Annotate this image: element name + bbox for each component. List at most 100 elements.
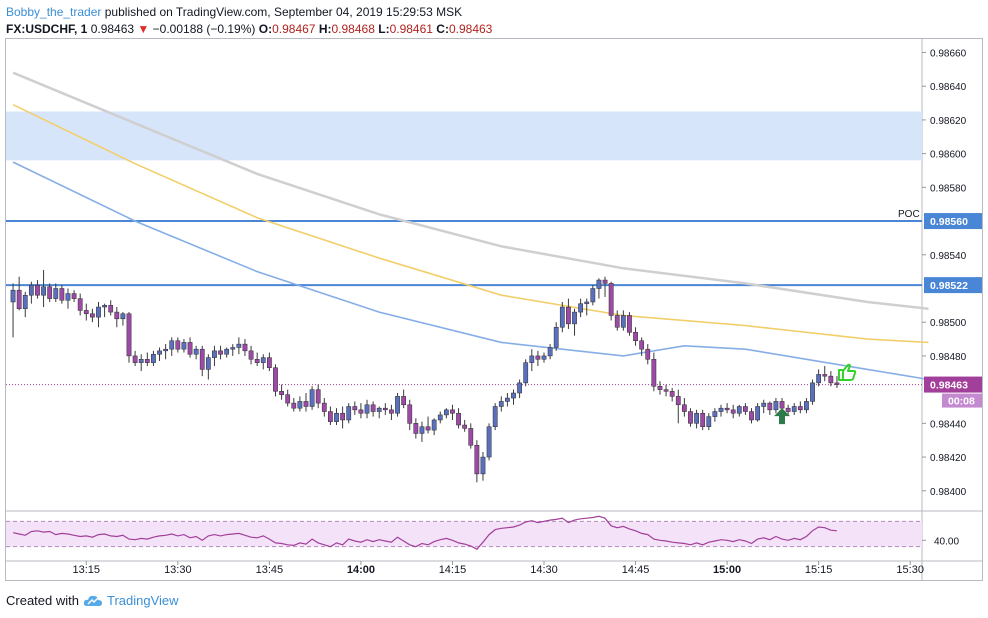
moving-average-slow[interactable]	[12, 71, 929, 310]
candle[interactable]	[53, 283, 59, 302]
candle[interactable]	[822, 366, 828, 382]
candle[interactable]	[10, 283, 16, 338]
candle[interactable]	[474, 440, 480, 483]
candle[interactable]	[700, 409, 706, 431]
candle[interactable]	[675, 389, 681, 424]
up-arrow-icon[interactable]	[774, 408, 791, 425]
candle[interactable]	[706, 413, 712, 431]
candle[interactable]	[328, 406, 333, 426]
candle[interactable]	[120, 312, 126, 326]
candle[interactable]	[596, 278, 602, 299]
candle[interactable]	[370, 401, 376, 417]
candle[interactable]	[108, 300, 114, 316]
candle[interactable]	[96, 301, 101, 328]
candle[interactable]	[41, 269, 46, 308]
candle[interactable]	[340, 406, 345, 429]
candle[interactable]	[785, 404, 791, 415]
candle[interactable]	[657, 381, 663, 395]
candle[interactable]	[651, 352, 657, 392]
candle[interactable]	[736, 404, 742, 417]
candle[interactable]	[566, 298, 571, 329]
candle[interactable]	[157, 347, 162, 361]
candle[interactable]	[297, 396, 303, 412]
candle[interactable]	[810, 379, 815, 405]
candle[interactable]	[382, 403, 388, 415]
candle[interactable]	[486, 423, 492, 461]
rsi-line[interactable]	[12, 515, 837, 550]
candle[interactable]	[163, 344, 169, 360]
candle[interactable]	[132, 350, 138, 367]
candle[interactable]	[584, 298, 590, 316]
candle[interactable]	[144, 352, 150, 367]
candle[interactable]	[828, 371, 834, 387]
candle[interactable]	[138, 354, 144, 372]
candle[interactable]	[358, 403, 364, 419]
candle[interactable]	[663, 384, 669, 397]
candle[interactable]	[614, 310, 620, 331]
candle[interactable]	[669, 387, 675, 402]
candle[interactable]	[254, 352, 260, 367]
author-link[interactable]: Bobby_the_trader	[6, 5, 102, 19]
candle[interactable]	[291, 398, 297, 412]
candle[interactable]	[212, 345, 217, 367]
candle[interactable]	[102, 303, 107, 318]
candle[interactable]	[218, 345, 223, 360]
candle[interactable]	[242, 339, 248, 356]
candle[interactable]	[389, 404, 394, 420]
candle[interactable]	[492, 403, 498, 431]
candle[interactable]	[468, 423, 474, 449]
candle[interactable]	[346, 403, 352, 424]
candle[interactable]	[511, 389, 516, 405]
candle[interactable]	[35, 280, 40, 299]
candle[interactable]	[804, 398, 809, 414]
candle[interactable]	[114, 307, 120, 328]
candle[interactable]	[248, 345, 254, 365]
candle[interactable]	[236, 337, 242, 355]
candle[interactable]	[279, 384, 284, 400]
candle[interactable]	[431, 418, 437, 436]
candle[interactable]	[395, 393, 400, 417]
candle[interactable]	[16, 276, 22, 311]
candle[interactable]	[285, 389, 291, 407]
candle[interactable]	[334, 408, 339, 426]
candle[interactable]	[462, 419, 468, 432]
candle[interactable]	[181, 339, 187, 353]
candle[interactable]	[83, 303, 89, 321]
candle[interactable]	[224, 347, 230, 358]
candle[interactable]	[59, 285, 65, 304]
candle[interactable]	[553, 322, 559, 351]
candle[interactable]	[315, 384, 321, 409]
candle[interactable]	[547, 344, 553, 360]
candle[interactable]	[590, 285, 596, 306]
candle[interactable]	[755, 403, 760, 422]
candle[interactable]	[480, 452, 486, 481]
candle[interactable]	[834, 376, 840, 388]
candle[interactable]	[90, 308, 95, 323]
candle[interactable]	[266, 352, 272, 372]
candle[interactable]	[730, 404, 736, 419]
candle[interactable]	[694, 409, 699, 429]
candle[interactable]	[47, 283, 53, 302]
candle[interactable]	[273, 364, 278, 397]
candle[interactable]	[309, 386, 315, 410]
candle[interactable]	[541, 352, 547, 363]
candle[interactable]	[443, 408, 449, 419]
candle[interactable]	[816, 369, 822, 387]
candle[interactable]	[425, 416, 431, 434]
candle[interactable]	[321, 398, 327, 417]
candle[interactable]	[199, 345, 205, 377]
candle[interactable]	[639, 337, 645, 356]
candle[interactable]	[230, 344, 236, 356]
candle[interactable]	[376, 406, 382, 419]
candle[interactable]	[505, 393, 510, 407]
moving-average-mid[interactable]	[12, 103, 929, 344]
candle[interactable]	[65, 288, 71, 309]
thumbs-up-icon[interactable]	[837, 363, 857, 382]
candle[interactable]	[517, 379, 522, 399]
moving-average-fast[interactable]	[12, 161, 929, 381]
candle[interactable]	[22, 291, 28, 318]
tradingview-link[interactable]: TradingView	[106, 593, 179, 608]
candle[interactable]	[633, 327, 638, 346]
candle[interactable]	[572, 308, 577, 336]
candle[interactable]	[28, 281, 34, 304]
